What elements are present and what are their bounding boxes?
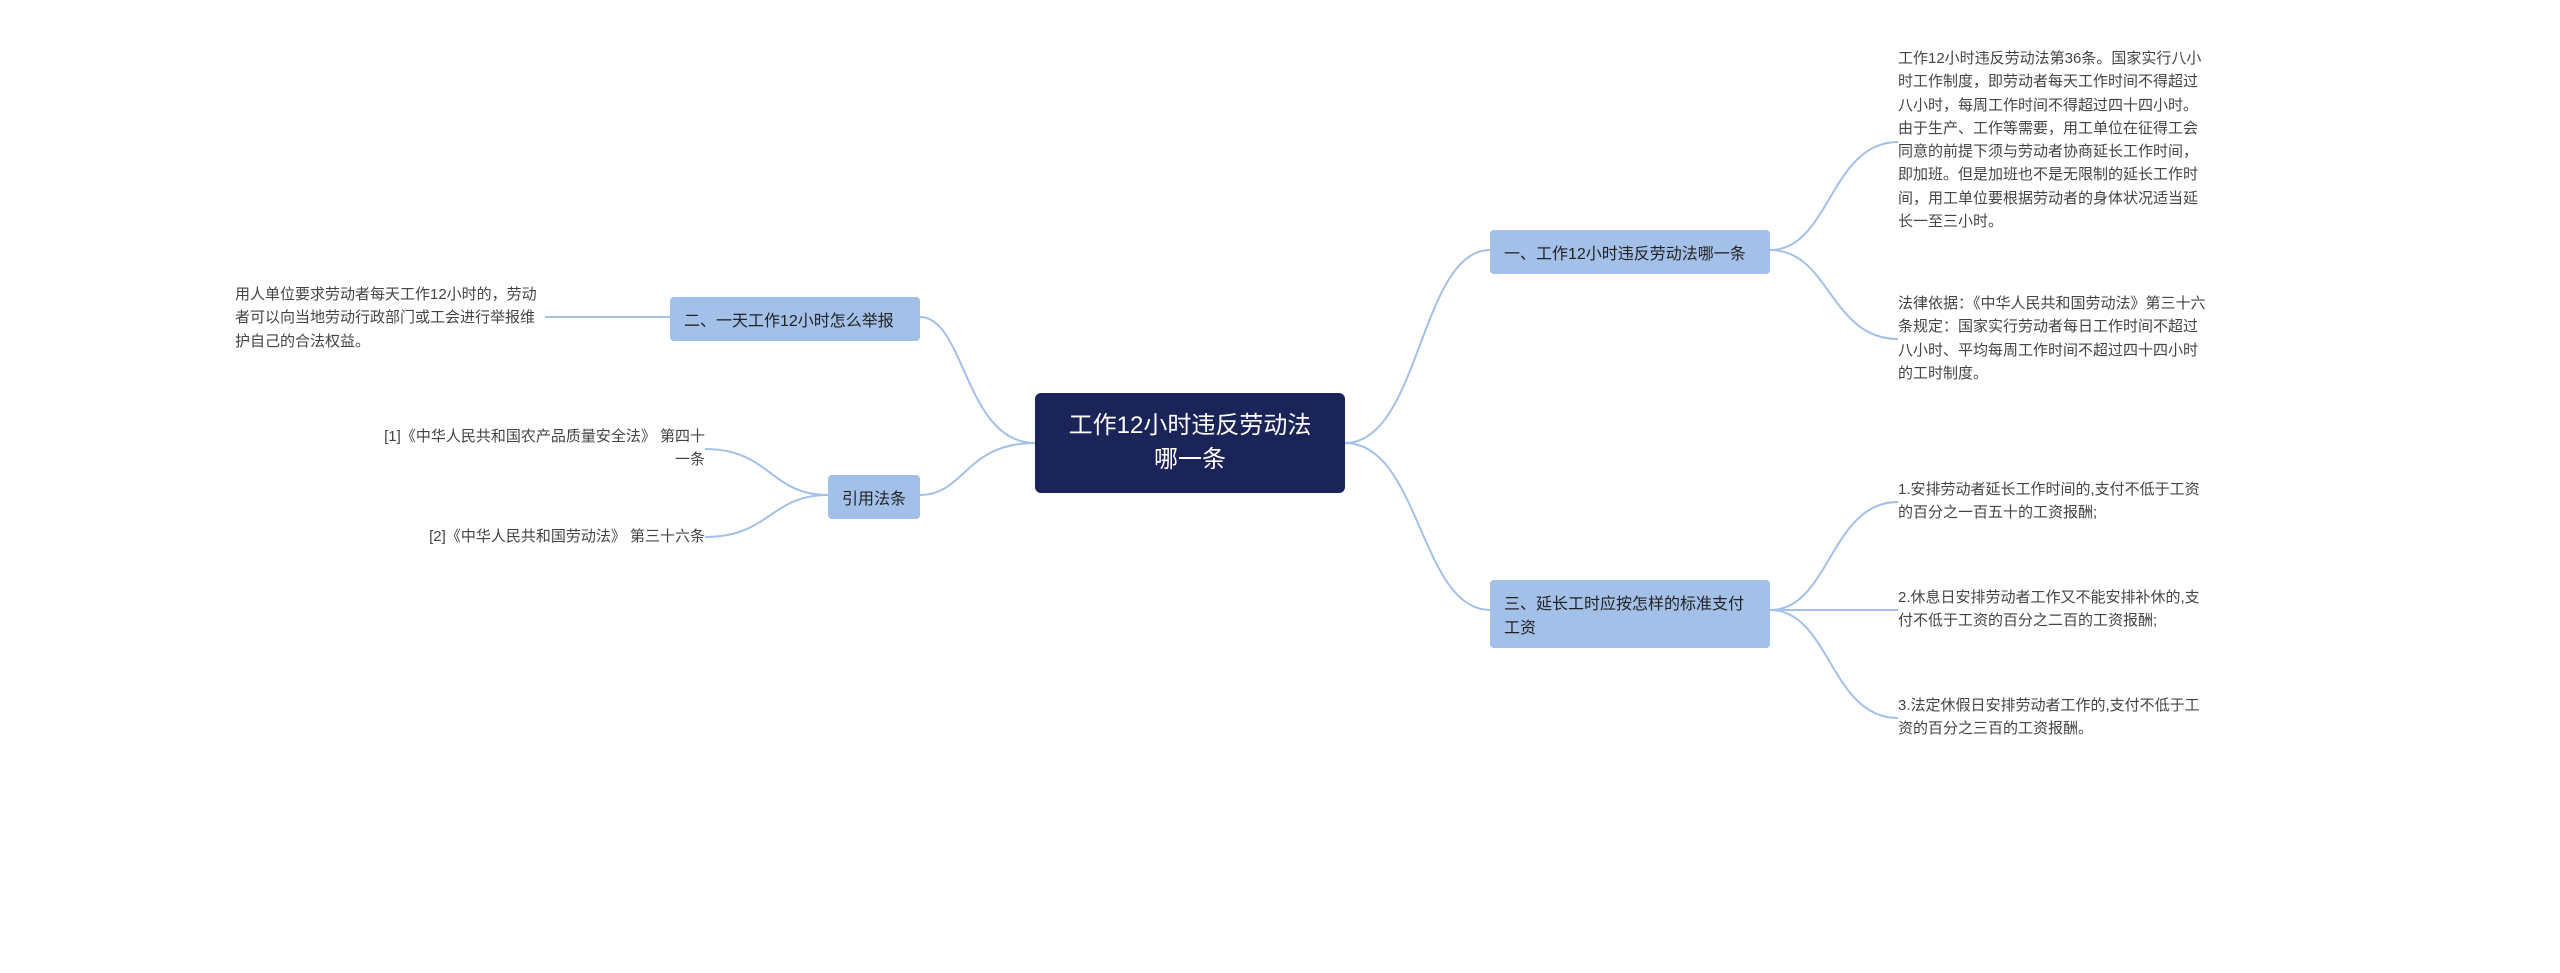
connector-1 <box>1345 443 1490 610</box>
connector-6 <box>1770 610 1898 718</box>
branch-right-1: 三、延长工时应按怎样的标准支付工资 <box>1490 580 1770 648</box>
leaf-left-1-0: [1]《中华人民共和国农产品质量安全法》 第四十一条 <box>380 425 705 473</box>
leaf-right-0-1: 法律依据：《中华人民共和国劳动法》第三十六条规定：国家实行劳动者每日工作时间不超… <box>1898 292 2208 387</box>
leaf-left-1-1: [2]《中华人民共和国劳动法》 第三十六条 <box>380 525 705 549</box>
root-node: 工作12小时违反劳动法哪一条 <box>1035 393 1345 493</box>
leaf-right-1-2: 3.法定休假日安排劳动者工作的,支付不低于工资的百分之三百的工资报酬。 <box>1898 694 2208 742</box>
connector-3 <box>1770 250 1898 339</box>
branch-right-0: 一、工作12小时违反劳动法哪一条 <box>1490 230 1770 274</box>
leaf-left-0-0: 用人单位要求劳动者每天工作12小时的，劳动者可以向当地劳动行政部门或工会进行举报… <box>235 283 545 353</box>
leaf-right-0-0: 工作12小时违反劳动法第36条。国家实行八小时工作制度，即劳动者每天工作时间不得… <box>1898 47 2208 237</box>
connector-0 <box>1345 250 1490 443</box>
connector-7 <box>920 317 1035 443</box>
connector-2 <box>1770 142 1898 250</box>
connector-11 <box>705 495 828 537</box>
branch-left-0: 二、一天工作12小时怎么举报 <box>670 297 920 341</box>
connector-8 <box>920 443 1035 495</box>
connector-10 <box>705 449 828 495</box>
branch-left-1: 引用法条 <box>828 475 920 519</box>
connector-4 <box>1770 502 1898 610</box>
leaf-right-1-0: 1.安排劳动者延长工作时间的,支付不低于工资的百分之一百五十的工资报酬; <box>1898 478 2208 526</box>
leaf-right-1-1: 2.休息日安排劳动者工作又不能安排补休的,支付不低于工资的百分之二百的工资报酬; <box>1898 586 2208 634</box>
